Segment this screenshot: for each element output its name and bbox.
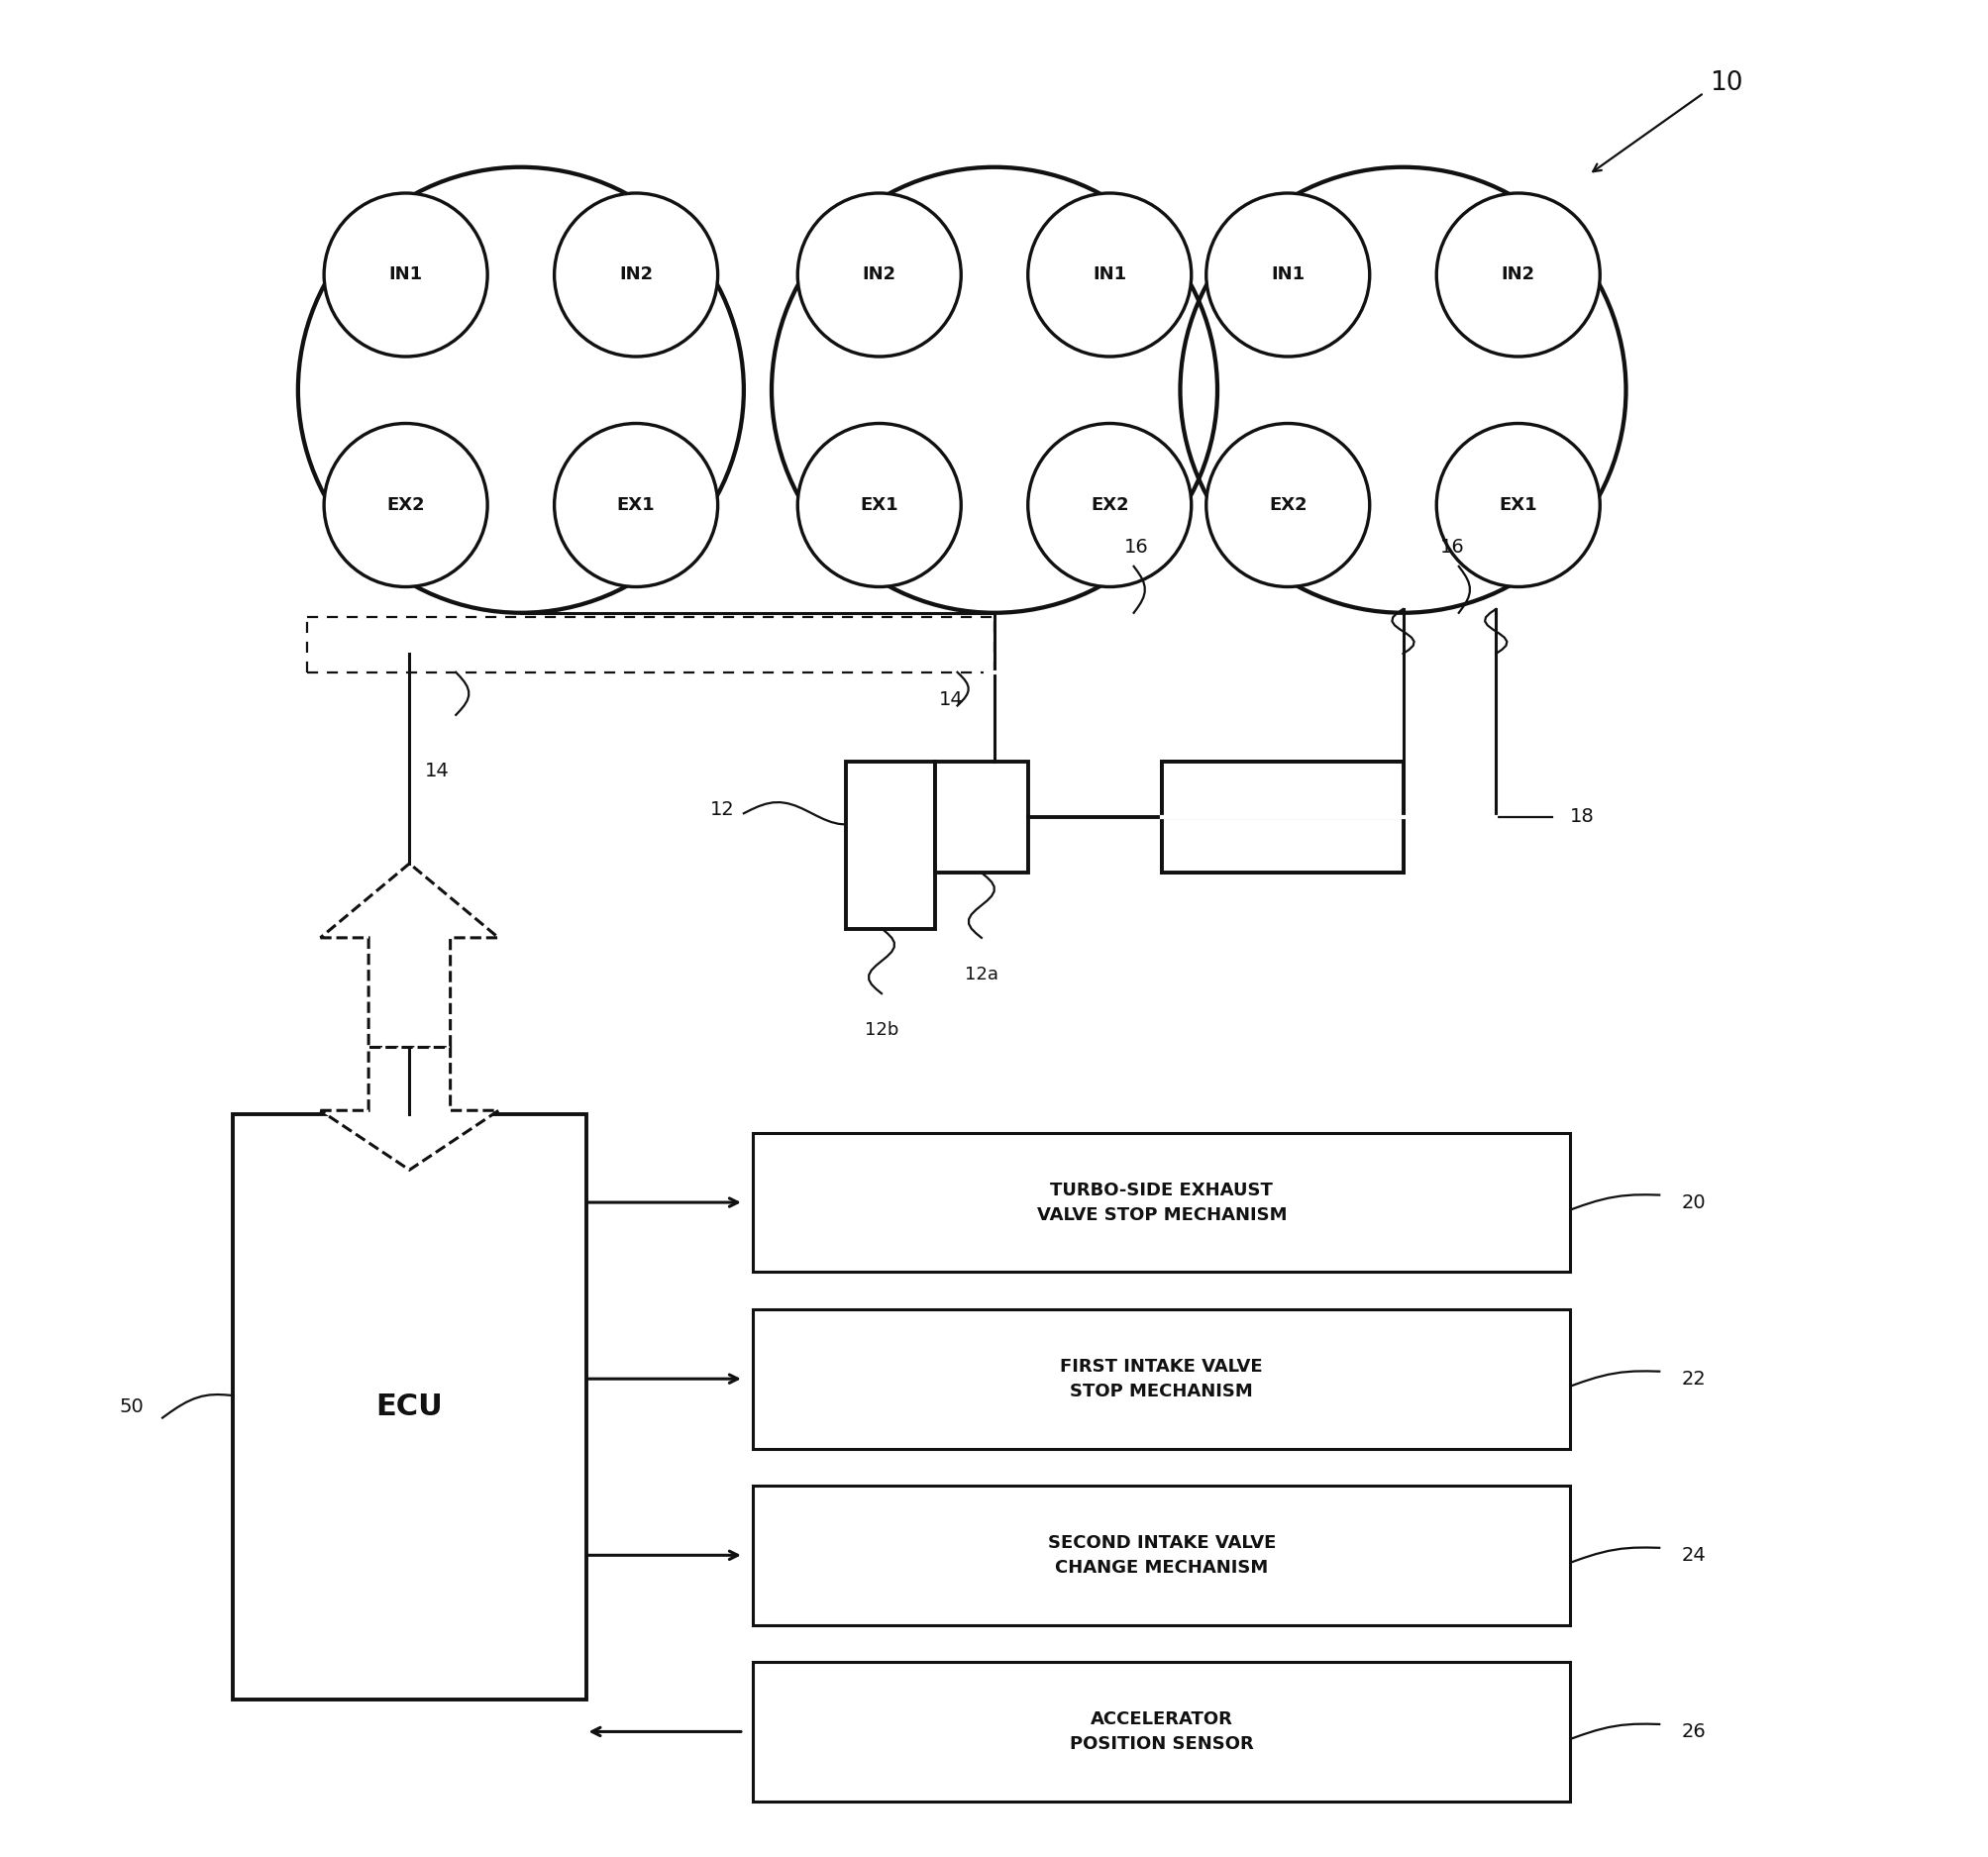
Bar xyxy=(845,761,934,928)
Bar xyxy=(753,1662,1569,1801)
Circle shape xyxy=(1028,193,1191,357)
Text: TURBO-SIDE EXHAUST
VALVE STOP MECHANISM: TURBO-SIDE EXHAUST VALVE STOP MECHANISM xyxy=(1036,1181,1286,1224)
Bar xyxy=(753,1309,1569,1448)
Text: 16: 16 xyxy=(1439,539,1463,557)
Text: FIRST INTAKE VALVE
STOP MECHANISM: FIRST INTAKE VALVE STOP MECHANISM xyxy=(1060,1357,1262,1400)
Text: 22: 22 xyxy=(1680,1369,1706,1389)
Text: 16: 16 xyxy=(1123,539,1149,557)
Circle shape xyxy=(324,423,487,587)
Circle shape xyxy=(324,193,487,357)
Text: IN2: IN2 xyxy=(618,266,652,284)
Text: EX1: EX1 xyxy=(1499,496,1537,514)
Polygon shape xyxy=(320,1047,499,1170)
Text: IN2: IN2 xyxy=(1501,266,1535,284)
Circle shape xyxy=(1205,423,1370,587)
Text: SECOND INTAKE VALVE
CHANGE MECHANISM: SECOND INTAKE VALVE CHANGE MECHANISM xyxy=(1048,1534,1274,1577)
Text: 12: 12 xyxy=(710,800,734,819)
Circle shape xyxy=(555,423,718,587)
Bar xyxy=(1161,761,1402,873)
Circle shape xyxy=(1435,423,1598,587)
Text: EX2: EX2 xyxy=(1089,496,1129,514)
Text: 14: 14 xyxy=(425,761,449,780)
Text: ACCELERATOR
POSITION SENSOR: ACCELERATOR POSITION SENSOR xyxy=(1070,1710,1252,1753)
Text: IN1: IN1 xyxy=(1091,266,1125,284)
Text: EX1: EX1 xyxy=(859,496,899,514)
Text: IN2: IN2 xyxy=(863,266,897,284)
Text: IN1: IN1 xyxy=(1270,266,1304,284)
Text: 12a: 12a xyxy=(964,966,998,984)
Bar xyxy=(753,1486,1569,1625)
Bar xyxy=(753,1133,1569,1272)
Circle shape xyxy=(555,193,718,357)
Circle shape xyxy=(1435,193,1598,357)
Text: EX1: EX1 xyxy=(616,496,654,514)
Text: ECU: ECU xyxy=(376,1393,443,1421)
Bar xyxy=(934,761,1028,873)
Text: IN1: IN1 xyxy=(388,266,421,284)
Text: 26: 26 xyxy=(1680,1721,1706,1742)
Text: EX2: EX2 xyxy=(386,496,425,514)
Circle shape xyxy=(797,193,960,357)
Text: 12b: 12b xyxy=(865,1021,899,1040)
Text: 10: 10 xyxy=(1708,71,1741,97)
Text: EX2: EX2 xyxy=(1268,496,1306,514)
Bar xyxy=(233,1114,586,1699)
Polygon shape xyxy=(320,864,499,1047)
Text: 50: 50 xyxy=(119,1396,143,1417)
Text: 20: 20 xyxy=(1680,1192,1706,1213)
Bar xyxy=(1161,761,1402,873)
Text: 14: 14 xyxy=(938,691,962,709)
Circle shape xyxy=(1028,423,1191,587)
Circle shape xyxy=(1205,193,1370,357)
Text: 18: 18 xyxy=(1569,808,1594,826)
Text: 24: 24 xyxy=(1680,1545,1706,1565)
Circle shape xyxy=(797,423,960,587)
